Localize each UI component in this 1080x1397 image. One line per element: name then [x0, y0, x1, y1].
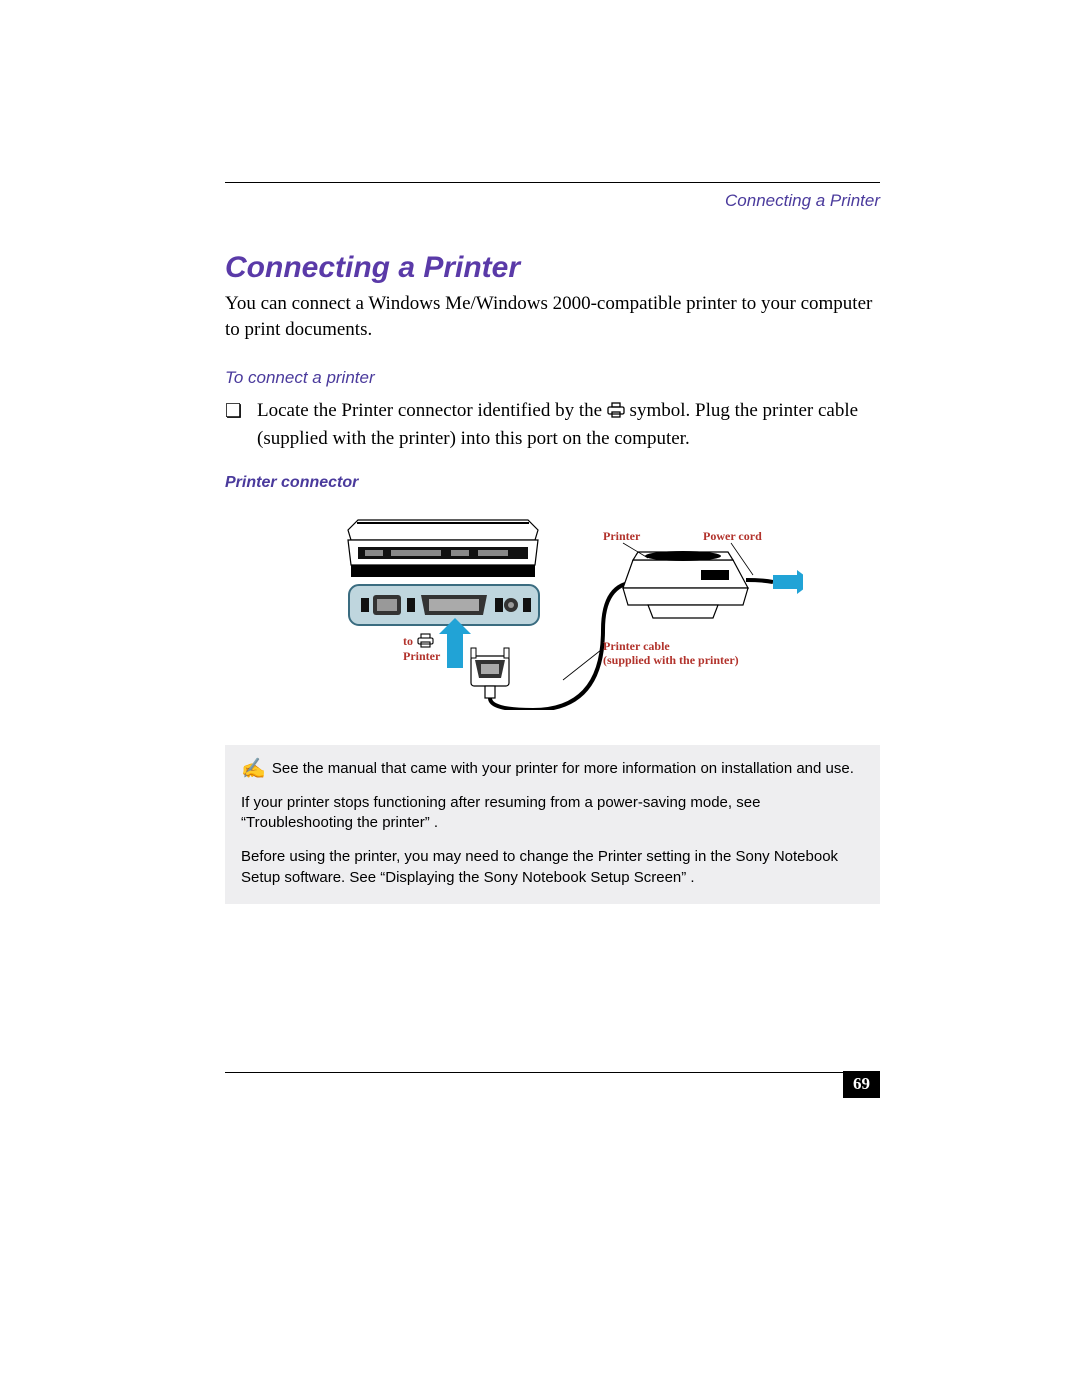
label-cable-supplied: (supplied with the printer) — [603, 653, 739, 667]
printer-icon — [607, 400, 625, 426]
printer-drawing — [623, 551, 748, 618]
bullet-marker: ❏ — [225, 398, 257, 451]
note-paragraph-1: ✍ See the manual that came with your pri… — [241, 759, 864, 779]
figure-caption: Printer connector — [225, 474, 880, 492]
laptop-drawing — [348, 520, 538, 577]
section-title: Connecting a Printer — [225, 251, 880, 285]
bullet-item: ❏ Locate the Printer connector identifie… — [225, 398, 880, 451]
label-printer-cable: Printer cable — [603, 639, 670, 653]
figure: to Printer — [303, 510, 803, 715]
to-printer-label: to Printer — [403, 634, 441, 663]
connector-panel — [349, 585, 539, 625]
note-paragraph-2: If your printer stops functioning after … — [241, 793, 864, 834]
running-header: Connecting a Printer — [225, 191, 880, 211]
top-rule — [225, 182, 880, 183]
label-printer: Printer — [603, 529, 641, 543]
label-to: to — [403, 634, 413, 648]
cable-plug — [471, 648, 509, 698]
note-icon: ✍ — [241, 759, 266, 779]
label-power-cord: Power cord — [703, 529, 762, 543]
note-box: ✍ See the manual that came with your pri… — [225, 745, 880, 904]
note-text-1: See the manual that came with your print… — [272, 759, 854, 779]
bullet-text-pre: Locate the Printer connector identified … — [257, 400, 607, 421]
label-to-printer: Printer — [403, 649, 441, 663]
power-cord — [746, 570, 803, 594]
page-content: Connecting a Printer Connecting a Printe… — [225, 182, 880, 904]
footer-rule — [225, 1072, 880, 1073]
bullet-text: Locate the Printer connector identified … — [257, 398, 880, 451]
subheading: To connect a printer — [225, 368, 880, 388]
note-paragraph-3: Before using the printer, you may need t… — [241, 847, 864, 888]
page-number: 69 — [843, 1071, 880, 1098]
intro-paragraph: You can connect a Windows Me/Windows 200… — [225, 291, 880, 342]
page-footer: 69 — [225, 1072, 880, 1073]
